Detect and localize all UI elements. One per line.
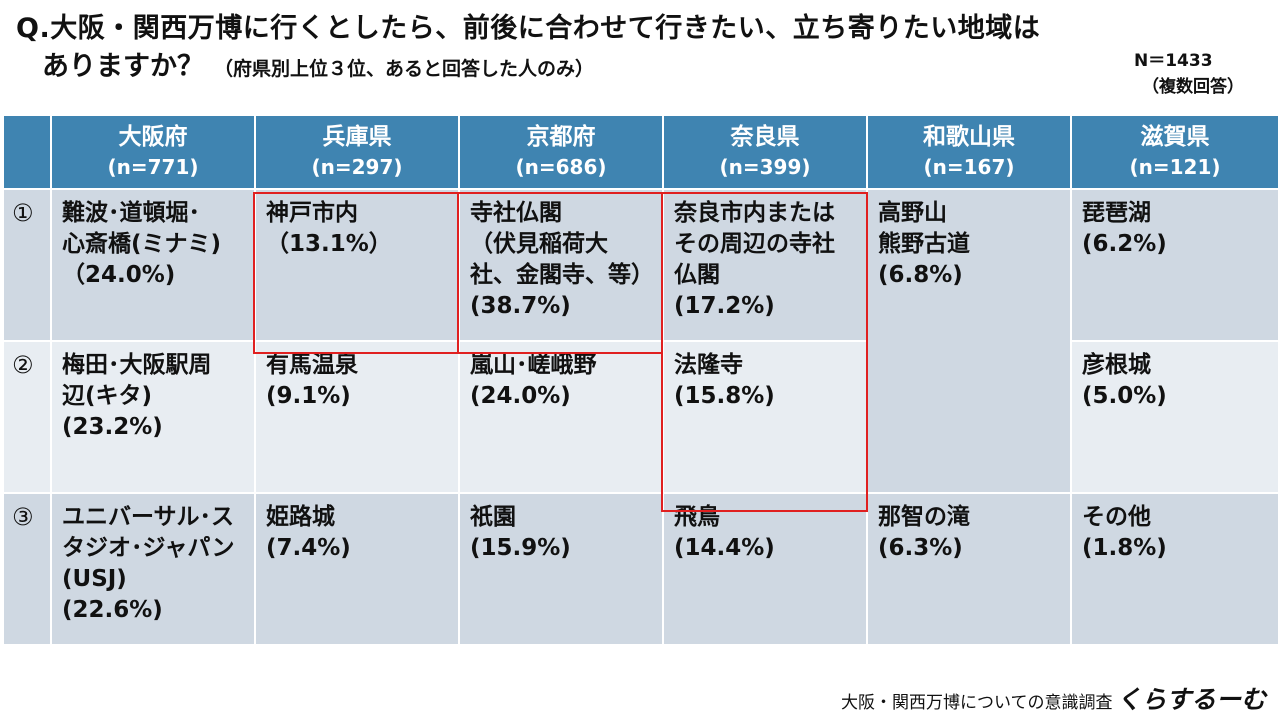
header-hyogo: 兵庫県 (n=297) [254,114,460,190]
header-nara: 奈良県 (n=399) [662,114,868,190]
cell-text: 辺(キタ) [62,383,153,409]
cell-shiga-1: 琵琶湖 (6.2%) [1070,188,1280,342]
results-table: 大阪府 (n=771) 兵庫県 (n=297) 京都府 (n=686) 奈良県 (n=3… [2,114,1280,646]
highlight-box-kyoto [457,192,663,354]
header-osaka: 大阪府 (n=771) [50,114,256,190]
cell-percent: (15.8%) [674,383,775,409]
question-note: （府県別上位３位、あると回答した人のみ） [214,58,595,80]
cell-shiga-2: 彦根城 (5.0%) [1070,340,1280,494]
rank-2: ② [2,340,52,494]
cell-text: 法隆寺 [674,352,743,378]
cell-text: 嵐山･嵯峨野 [470,352,597,378]
cell-wakayama-1: 高野山 熊野古道 (6.8%) [866,188,1072,494]
header-count: (n=399) [719,155,811,179]
header-kyoto: 京都府 (n=686) [458,114,664,190]
cell-percent: (14.4%) [674,535,775,561]
header-name: 兵庫県 [322,124,392,150]
cell-text: 姫路城 [266,504,335,530]
cell-text: 那智の滝 [878,504,970,530]
cell-percent: (38.7%) [470,293,571,319]
footer: 大阪・関西万博についての意識調査 くらするーむ [841,680,1266,716]
cell-kyoto-1: 寺社仏閣 （伏見稲荷大 社、金閣寺、等） (38.7%) [458,188,664,342]
header-name: 滋賀県 [1140,124,1210,150]
cell-percent: （13.1%） [266,231,392,257]
cell-text: (USJ) [62,566,127,592]
header-count: (n=121) [1129,155,1221,179]
cell-text: タジオ･ジャパン [62,535,235,561]
cell-hyogo-2: 有馬温泉 (9.1%) [254,340,460,494]
cell-nara-1: 奈良市内または その周辺の寺社 仏閣 (17.2%) [662,188,868,342]
cell-percent: (22.6%) [62,597,163,623]
header-shiga: 滋賀県 (n=121) [1070,114,1280,190]
cell-nara-3: 飛鳥 (14.4%) [662,492,868,646]
cell-text: 心斎橋(ミナミ) [62,231,222,257]
cell-wakayama-3: 那智の滝 (6.3%) [866,492,1072,646]
cell-text: 仏閣 [674,262,720,288]
question-title-line2-text: ありますか？ [42,51,204,82]
highlight-box-hyogo [253,192,459,354]
cell-text: 神戸市内 [266,200,358,226]
cell-percent: (9.1%) [266,383,351,409]
cell-percent: (24.0%) [470,383,571,409]
header-count: (n=297) [311,155,403,179]
sample-size: N＝1433 [1134,51,1213,71]
cell-hyogo-3: 姫路城 (7.4%) [254,492,460,646]
highlight-box-nara [661,192,868,512]
header-corner [2,114,52,190]
cell-percent: (15.9%) [470,535,571,561]
cell-osaka-3: ユニバーサル･ス タジオ･ジャパン (USJ) (22.6%) [50,492,256,646]
header-count: (n=771) [107,155,199,179]
header-name: 大阪府 [118,124,188,150]
cell-text: 難波･道頓堀･ [62,200,200,226]
header-name: 和歌山県 [923,124,1015,150]
cell-percent: (7.4%) [266,535,351,561]
cell-text: 彦根城 [1082,352,1151,378]
cell-percent: (6.3%) [878,535,963,561]
cell-text: 社、金閣寺、等） [470,262,654,288]
rank-1: ① [2,188,52,342]
cell-percent: (17.2%) [674,293,775,319]
multiple-answer-note: （複数回答） [1142,77,1244,97]
table-row: ② 梅田･大阪駅周 辺(キタ) (23.2%) 有馬温泉 (9.1%) 嵐山･嵯… [2,340,1280,494]
cell-percent: (1.8%) [1082,535,1167,561]
header-name: 奈良県 [730,124,800,150]
cell-percent: (5.0%) [1082,383,1167,409]
cell-text: 有馬温泉 [266,352,358,378]
cell-osaka-1: 難波･道頓堀･ 心斎橋(ミナミ) （24.0%) [50,188,256,342]
cell-text: 飛鳥 [674,504,720,530]
brand-logo: くらするーむ [1116,685,1266,714]
cell-percent: (23.2%) [62,414,163,440]
header-name: 京都府 [526,124,596,150]
cell-text: ユニバーサル･ス [62,504,235,530]
cell-osaka-2: 梅田･大阪駅周 辺(キタ) (23.2%) [50,340,256,494]
table-row: ① 難波･道頓堀･ 心斎橋(ミナミ) （24.0%) 神戸市内 （13.1%） … [2,188,1280,494]
header-wakayama: 和歌山県 (n=167) [866,114,1072,190]
cell-percent: (6.2%) [1082,231,1167,257]
question-title-line2: ありますか？ （府県別上位３位、あると回答した人のみ） [42,44,594,83]
cell-percent: （24.0%) [62,262,176,288]
cell-text: その他 [1082,504,1151,530]
header-count: (n=167) [923,155,1015,179]
cell-text: 祇園 [470,504,516,530]
cell-kyoto-2: 嵐山･嵯峨野 (24.0%) [458,340,664,494]
cell-text: 高野山 [878,200,947,226]
cell-text: 熊野古道 [878,231,970,257]
cell-text: 梅田･大阪駅周 [62,352,212,378]
cell-kyoto-3: 祇園 (15.9%) [458,492,664,646]
table-row: ③ ユニバーサル･ス タジオ･ジャパン (USJ) (22.6%) 姫路城 (7… [2,492,1280,646]
cell-text: （伏見稲荷大 [470,231,608,257]
cell-hyogo-1: 神戸市内 （13.1%） [254,188,460,342]
cell-text: 寺社仏閣 [470,200,562,226]
cell-percent: (6.8%) [878,262,963,288]
cell-text: 奈良市内または [674,200,835,226]
cell-nara-2: 法隆寺 (15.8%) [662,340,868,494]
cell-shiga-3: その他 (1.8%) [1070,492,1280,646]
header-count: (n=686) [515,155,607,179]
cell-text: 琵琶湖 [1082,200,1151,226]
cell-text: その周辺の寺社 [674,231,835,257]
header-row: 大阪府 (n=771) 兵庫県 (n=297) 京都府 (n=686) 奈良県 (n=3… [2,114,1280,190]
rank-3: ③ [2,492,52,646]
question-title-line1: Q.大阪・関西万博に行くとしたら、前後に合わせて行きたい、立ち寄りたい地域は [16,13,1041,44]
survey-name: 大阪・関西万博についての意識調査 [840,693,1113,713]
